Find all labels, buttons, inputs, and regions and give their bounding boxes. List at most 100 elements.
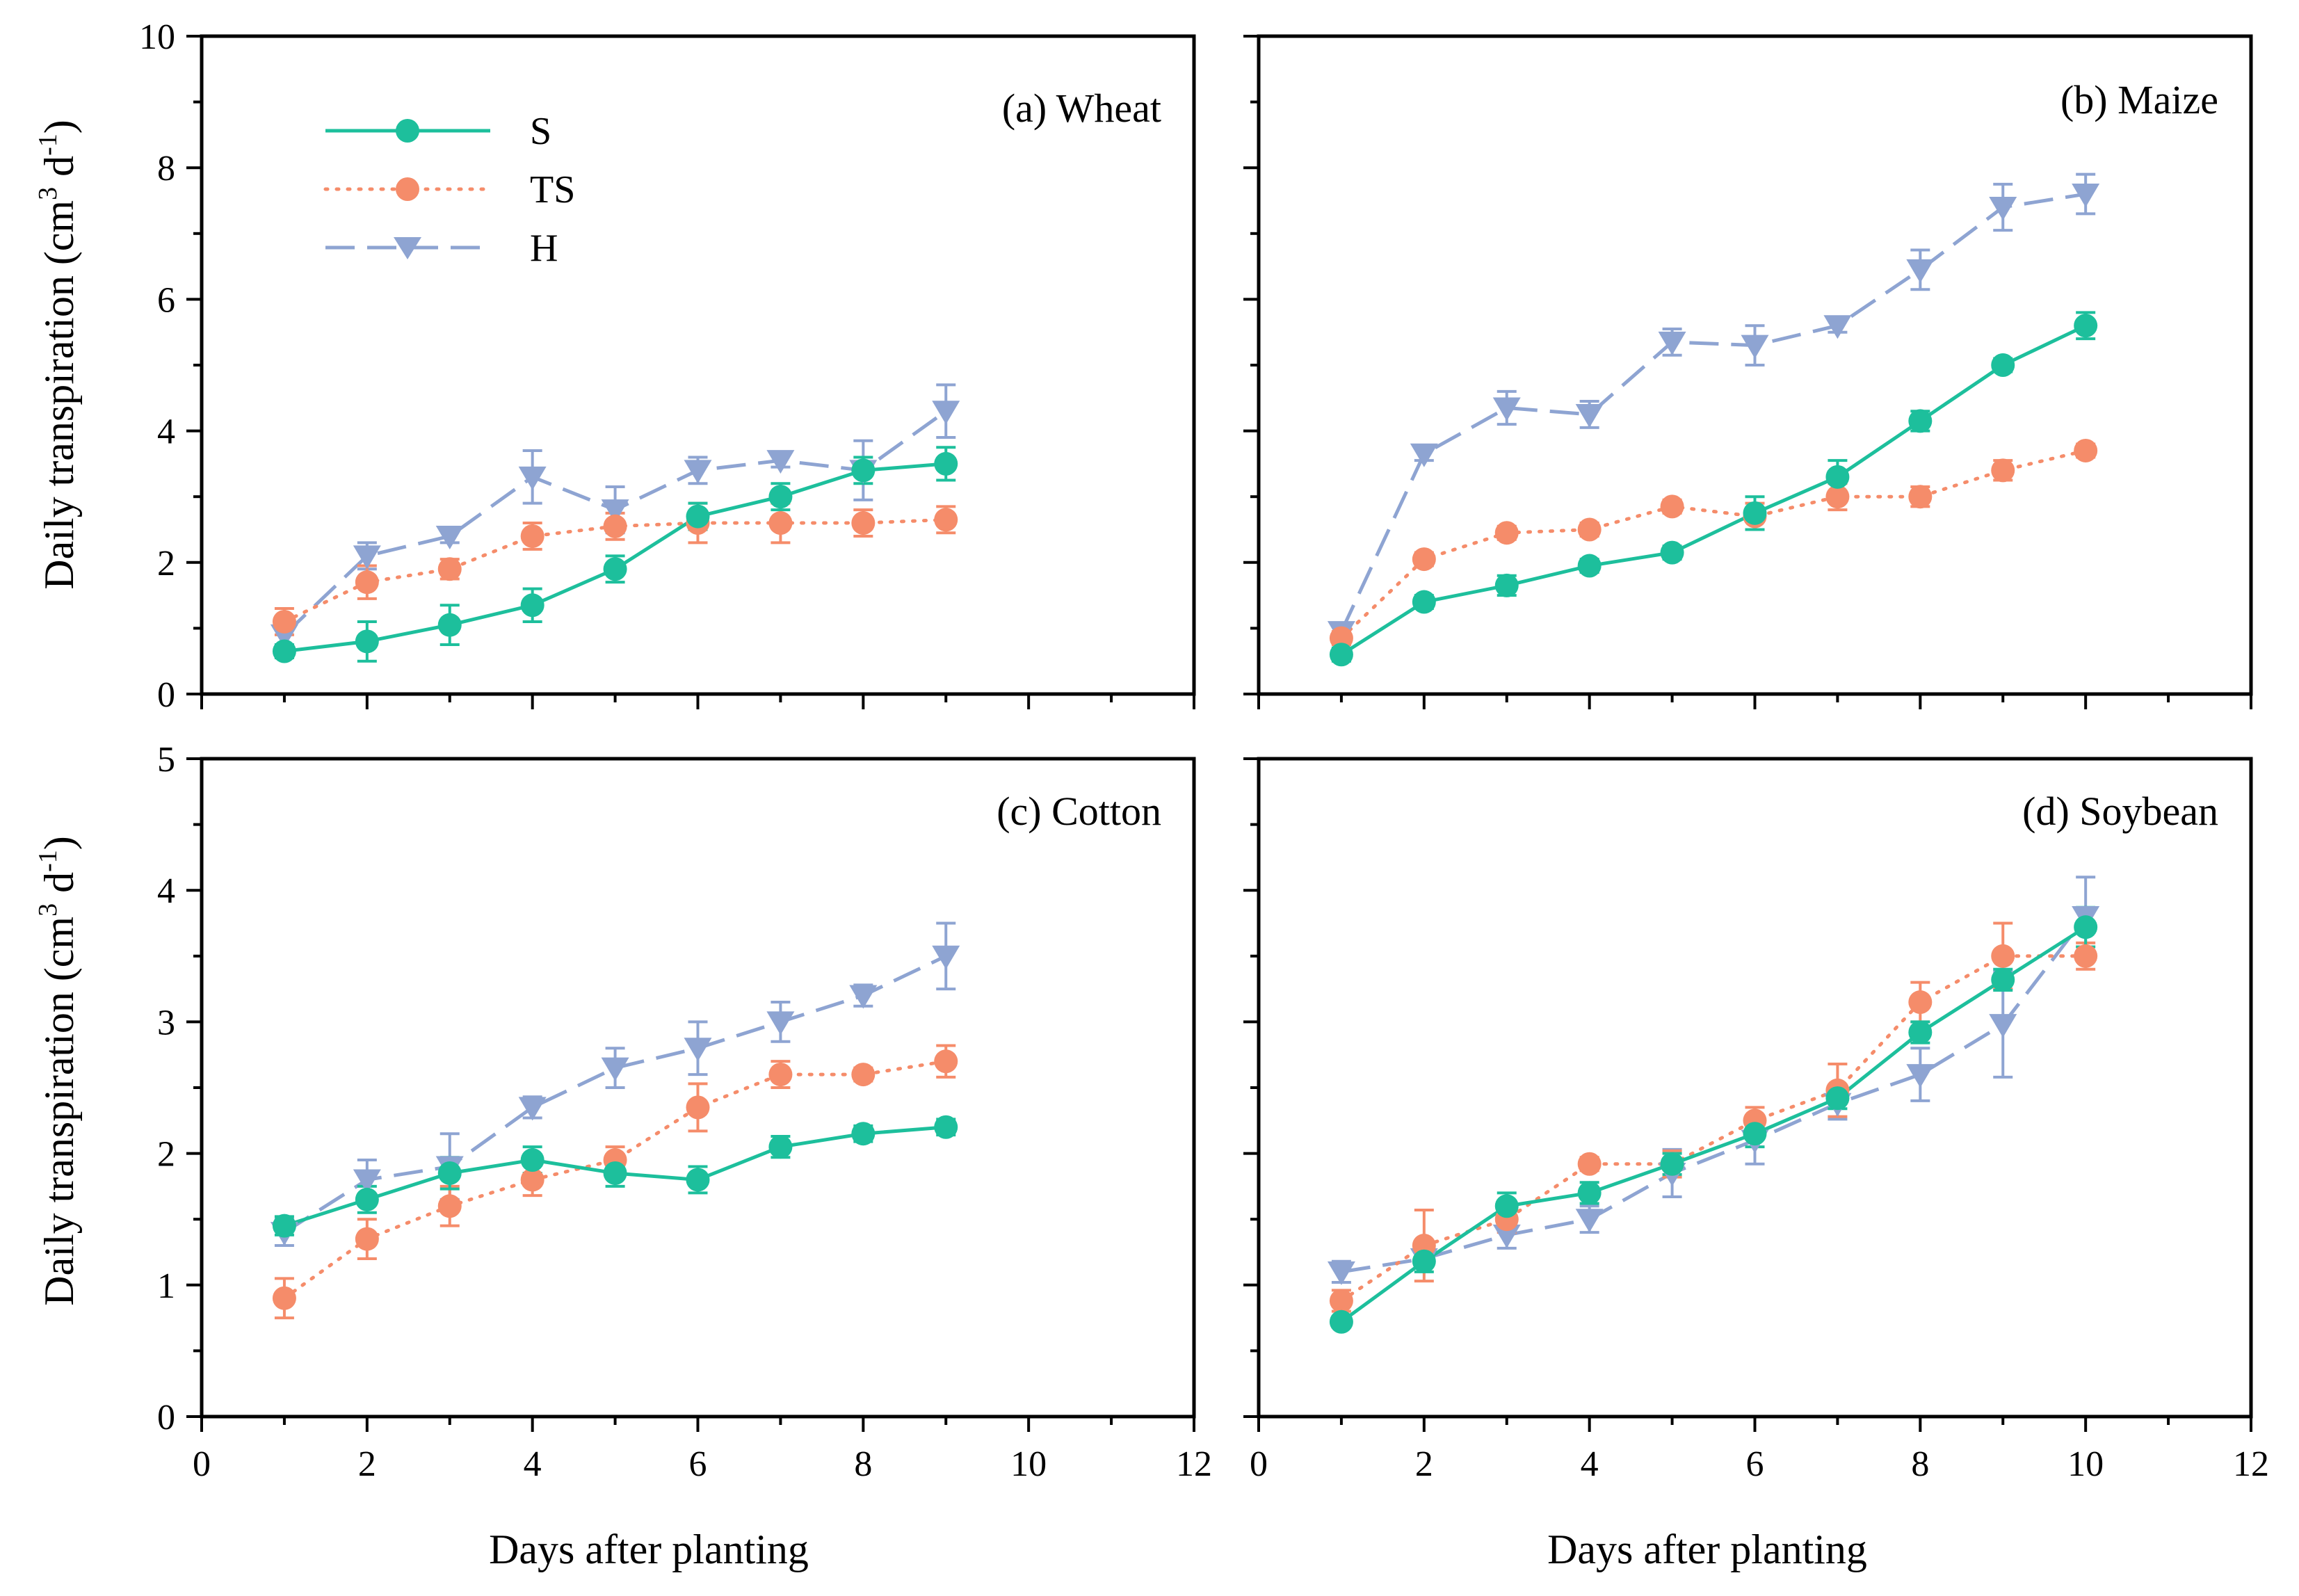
data-point-ts bbox=[1908, 485, 1933, 509]
x-tick-label: 2 bbox=[358, 1444, 376, 1484]
data-point-ts bbox=[768, 1063, 793, 1087]
data-point-ts bbox=[1991, 458, 2015, 483]
data-point-s bbox=[1991, 353, 2015, 377]
series-line-ts bbox=[1339, 954, 2088, 1303]
data-point-ts bbox=[355, 570, 379, 595]
data-point-ts bbox=[1825, 485, 1850, 509]
panel-wheat: 0 2 4 6 8 10 (a) Wheat bbox=[139, 17, 1196, 715]
y-tick-label: 4 bbox=[157, 871, 175, 911]
data-point-h bbox=[1410, 443, 1438, 467]
data-point-ts bbox=[768, 511, 793, 535]
legend-label-h: H bbox=[530, 227, 558, 270]
data-point-s bbox=[437, 1161, 462, 1185]
y-axis-title-top: Daily transpiration (cm3 d-1) bbox=[33, 120, 82, 589]
y-tick-label: 3 bbox=[157, 1003, 175, 1042]
data-point-s bbox=[1494, 573, 1519, 597]
y-tick-label: 10 bbox=[139, 17, 175, 57]
x-tick-label: 12 bbox=[2233, 1444, 2269, 1484]
panel-maize: (b) Maize bbox=[1243, 34, 2253, 709]
data-point-h bbox=[1989, 196, 2017, 220]
x-tick-label: 10 bbox=[1010, 1444, 1047, 1484]
legend-marker-h bbox=[394, 237, 421, 259]
data-point-ts bbox=[1494, 521, 1519, 545]
series-line-h bbox=[283, 954, 947, 1234]
data-point-h bbox=[1906, 259, 1935, 283]
panel-title: (c) Cotton bbox=[997, 789, 1161, 834]
data-point-s bbox=[1412, 1249, 1436, 1273]
data-point-h bbox=[1327, 1261, 1355, 1285]
y-tick-label: 8 bbox=[157, 149, 175, 188]
data-point-ts bbox=[437, 557, 462, 581]
data-point-ts bbox=[272, 1286, 296, 1310]
data-point-s bbox=[1577, 1181, 1602, 1205]
data-point-s bbox=[603, 557, 627, 581]
data-point-ts bbox=[603, 514, 627, 538]
legend-item-s: S bbox=[325, 110, 551, 153]
data-point-s bbox=[1660, 540, 1684, 565]
data-point-h bbox=[518, 1097, 547, 1121]
y-axis-title-bottom: Daily transpiration (cm3 d-1) bbox=[33, 836, 82, 1305]
data-point-h bbox=[932, 945, 960, 969]
data-point-h bbox=[2072, 184, 2100, 208]
data-point-ts bbox=[437, 1194, 462, 1218]
data-point-s bbox=[1494, 1194, 1519, 1218]
panel-title: (d) Soybean bbox=[2022, 789, 2218, 834]
data-point-s bbox=[1908, 1020, 1933, 1045]
data-point-h bbox=[1658, 331, 1686, 355]
data-point-ts bbox=[1660, 494, 1684, 519]
data-point-h bbox=[1575, 1209, 1604, 1233]
x-tick-label: 8 bbox=[1911, 1444, 1929, 1484]
data-point-s bbox=[1329, 643, 1353, 667]
data-point-s bbox=[686, 504, 710, 529]
data-point-s bbox=[603, 1161, 627, 1185]
data-point-s bbox=[355, 629, 379, 654]
data-point-h bbox=[849, 985, 878, 1009]
x-tick-label: 0 bbox=[1250, 1444, 1268, 1484]
data-point-s bbox=[1577, 554, 1602, 578]
data-point-s bbox=[1412, 590, 1436, 614]
data-point-s bbox=[851, 1122, 876, 1146]
x-tick-label: 2 bbox=[1415, 1444, 1433, 1484]
data-point-s bbox=[1991, 967, 2015, 992]
y-tick-label: 4 bbox=[157, 412, 175, 452]
x-tick-label: 12 bbox=[1176, 1444, 1212, 1484]
legend-label-s: S bbox=[530, 110, 551, 153]
data-point-s bbox=[1329, 1309, 1353, 1334]
panel-title: (a) Wheat bbox=[1002, 86, 1161, 131]
data-point-h bbox=[601, 499, 629, 524]
panel-soybean: 0 2 4 6 8 10 12 (d) Soybean bbox=[1243, 757, 2269, 1484]
x-tick-label: 6 bbox=[1746, 1444, 1764, 1484]
series-line-s bbox=[1340, 323, 2087, 656]
data-point-ts bbox=[2074, 438, 2098, 462]
data-point-s bbox=[437, 613, 462, 637]
data-point-ts bbox=[520, 1168, 544, 1192]
data-point-h bbox=[1741, 334, 1769, 359]
data-point-ts bbox=[2074, 944, 2098, 968]
data-point-h bbox=[518, 466, 547, 490]
series-line-h bbox=[1341, 915, 2088, 1274]
y-tick-label: 1 bbox=[157, 1266, 175, 1306]
data-point-ts bbox=[851, 1063, 876, 1087]
data-point-ts bbox=[851, 511, 876, 535]
data-point-s bbox=[934, 451, 958, 476]
data-point-ts bbox=[1577, 1152, 1602, 1176]
data-point-s bbox=[272, 1214, 296, 1238]
data-point-s bbox=[2074, 314, 2098, 338]
data-point-h bbox=[353, 1169, 381, 1193]
data-point-h bbox=[684, 1038, 712, 1062]
legend: S TS H bbox=[323, 110, 575, 270]
legend-item-ts: TS bbox=[323, 168, 575, 211]
data-point-s bbox=[1743, 501, 1767, 525]
x-tick-label: 8 bbox=[854, 1444, 872, 1484]
y-tick-label: 2 bbox=[157, 544, 175, 583]
data-point-ts bbox=[934, 508, 958, 532]
x-axis-title-left: Days after planting bbox=[489, 1526, 809, 1572]
y-tick-label: 6 bbox=[157, 280, 175, 320]
data-point-s bbox=[355, 1187, 379, 1211]
x-axis-title-right: Days after planting bbox=[1547, 1526, 1867, 1572]
data-point-ts bbox=[1577, 517, 1602, 542]
data-point-s bbox=[2074, 915, 2098, 940]
legend-item-h: H bbox=[325, 227, 558, 270]
